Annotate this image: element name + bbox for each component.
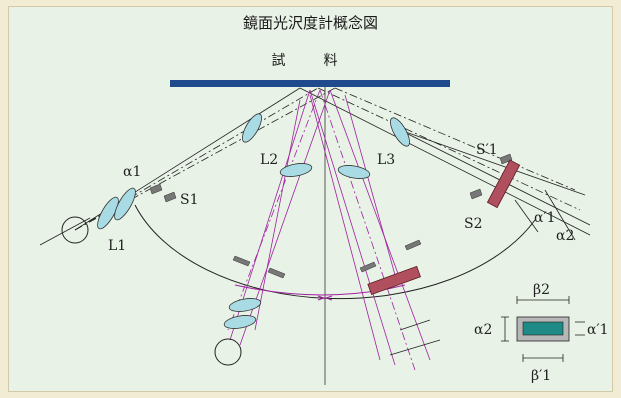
label-l3: L3 [377, 152, 395, 168]
lens-l2 [279, 163, 313, 177]
label-alpha2-right: α2 [556, 228, 574, 244]
dimension-lines [389, 189, 576, 356]
aperture-inset [501, 296, 585, 362]
label-s1-prime: S′1 [476, 142, 498, 158]
sample-label: 試 料 [271, 53, 350, 69]
label-alpha1: α1 [123, 164, 141, 180]
detector-center [367, 265, 421, 296]
lens-lower-b [223, 315, 257, 329]
label-alpha-prime1-inset: α′1 [587, 322, 609, 338]
label-alpha2-inset: α2 [474, 322, 492, 338]
lens-l2-left [242, 113, 262, 143]
sample-plate [170, 80, 450, 87]
label-beta-prime1: β′1 [531, 368, 551, 384]
label-s2: S2 [464, 216, 483, 232]
label-alpha-prime1-right: α′1 [534, 210, 556, 226]
lens-l3-right [390, 117, 410, 147]
light-source-left [61, 216, 89, 244]
lens-lower-a [228, 298, 262, 312]
diagram-panel [8, 6, 613, 392]
diagram-title: 鏡面光沢度計概念図 [242, 14, 378, 32]
reflected-rays [299, 87, 591, 236]
light-source-bottom [214, 338, 242, 366]
detector-right [486, 159, 521, 209]
lens-l3 [337, 165, 371, 179]
purple-rays-right [309, 89, 431, 371]
label-beta2: β2 [533, 282, 550, 298]
label-l2: L2 [260, 152, 278, 168]
label-l1: L1 [108, 238, 126, 254]
lens-l1b [114, 187, 136, 221]
lens-l1a [97, 196, 119, 230]
label-s1: S1 [180, 192, 199, 208]
slits [149, 153, 513, 279]
